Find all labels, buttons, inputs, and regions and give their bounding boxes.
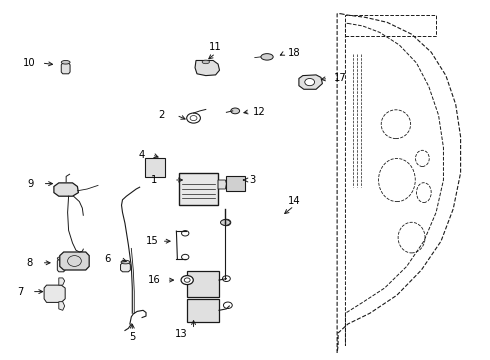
Text: 11: 11 xyxy=(209,42,222,52)
Ellipse shape xyxy=(222,219,231,226)
Polygon shape xyxy=(299,75,322,89)
Text: 8: 8 xyxy=(26,258,32,268)
Polygon shape xyxy=(54,183,78,196)
Bar xyxy=(187,271,219,297)
Polygon shape xyxy=(61,63,70,74)
Bar xyxy=(226,176,245,191)
Text: 18: 18 xyxy=(288,48,300,58)
Ellipse shape xyxy=(305,78,315,86)
Polygon shape xyxy=(121,263,130,272)
Polygon shape xyxy=(57,259,65,272)
Ellipse shape xyxy=(121,260,130,264)
Polygon shape xyxy=(218,180,226,189)
Ellipse shape xyxy=(261,54,273,60)
Polygon shape xyxy=(44,285,65,302)
Text: 3: 3 xyxy=(249,175,255,185)
Text: 12: 12 xyxy=(253,107,266,117)
Text: 13: 13 xyxy=(175,329,188,339)
Text: 4: 4 xyxy=(139,150,145,160)
Ellipse shape xyxy=(223,302,232,309)
Polygon shape xyxy=(60,252,89,270)
Bar xyxy=(179,173,218,205)
Text: 2: 2 xyxy=(158,110,165,120)
Polygon shape xyxy=(59,278,65,285)
Text: 6: 6 xyxy=(104,254,111,264)
Ellipse shape xyxy=(231,108,240,114)
Text: 5: 5 xyxy=(129,332,136,342)
Text: 9: 9 xyxy=(27,179,34,189)
Bar xyxy=(145,158,165,177)
Ellipse shape xyxy=(220,220,230,225)
Ellipse shape xyxy=(222,276,230,282)
Ellipse shape xyxy=(202,60,210,64)
Ellipse shape xyxy=(187,113,200,123)
Text: 1: 1 xyxy=(151,175,158,185)
Text: 10: 10 xyxy=(23,58,36,68)
Ellipse shape xyxy=(182,254,189,260)
Text: 17: 17 xyxy=(334,73,347,84)
Text: 7: 7 xyxy=(17,287,24,297)
Ellipse shape xyxy=(182,231,189,236)
Ellipse shape xyxy=(181,276,194,285)
Polygon shape xyxy=(195,60,220,76)
Ellipse shape xyxy=(57,257,65,260)
Ellipse shape xyxy=(61,60,70,64)
Text: 16: 16 xyxy=(148,275,161,285)
Polygon shape xyxy=(59,302,65,310)
Text: 14: 14 xyxy=(288,196,300,206)
Bar xyxy=(187,299,219,322)
Bar xyxy=(345,15,436,36)
Text: 15: 15 xyxy=(146,236,158,246)
